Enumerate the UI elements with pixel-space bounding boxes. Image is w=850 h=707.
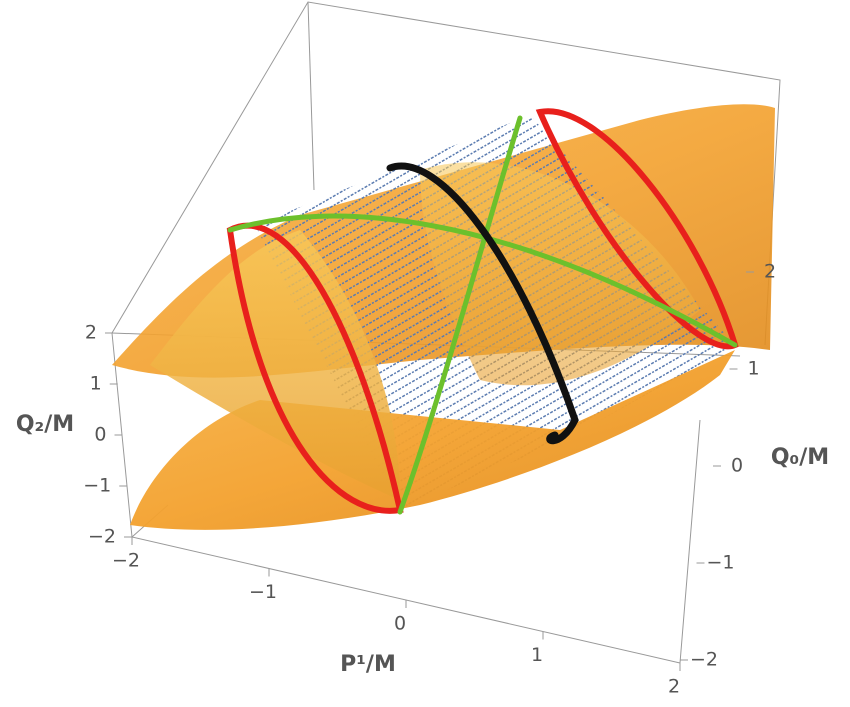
curves (226, 108, 739, 515)
y-tick-label: −2 (690, 649, 718, 671)
y-tick-label: 2 (764, 261, 776, 283)
z-tick-label: 1 (90, 373, 102, 395)
y-axis-title: Q₀/M (771, 445, 829, 470)
y-tick-label: 0 (731, 455, 743, 477)
x-tick-label: 1 (531, 644, 543, 666)
surface-sheet (150, 230, 400, 500)
z-axis-title: Q₂/M (16, 412, 74, 437)
z-tick-label: −1 (83, 475, 111, 497)
x-tick-label: 0 (394, 613, 406, 635)
z-tick-label: 0 (94, 424, 106, 446)
green-curve (397, 115, 523, 515)
surface-lower (130, 350, 735, 530)
x-tick-label: −2 (112, 550, 140, 572)
box-edge (307, 1, 315, 191)
black-curve (386, 162, 579, 445)
y-tick-label: 1 (747, 358, 759, 380)
x-tick-label: 2 (668, 676, 680, 698)
x-tick-label: −1 (249, 581, 277, 603)
z-tick-label: 2 (85, 322, 97, 344)
z-tick-label: −2 (88, 526, 116, 548)
y-tick-label: −1 (706, 552, 734, 574)
surfaces (112, 104, 775, 530)
green-curve (227, 213, 738, 348)
x-axis-title: P¹/M (340, 652, 396, 677)
